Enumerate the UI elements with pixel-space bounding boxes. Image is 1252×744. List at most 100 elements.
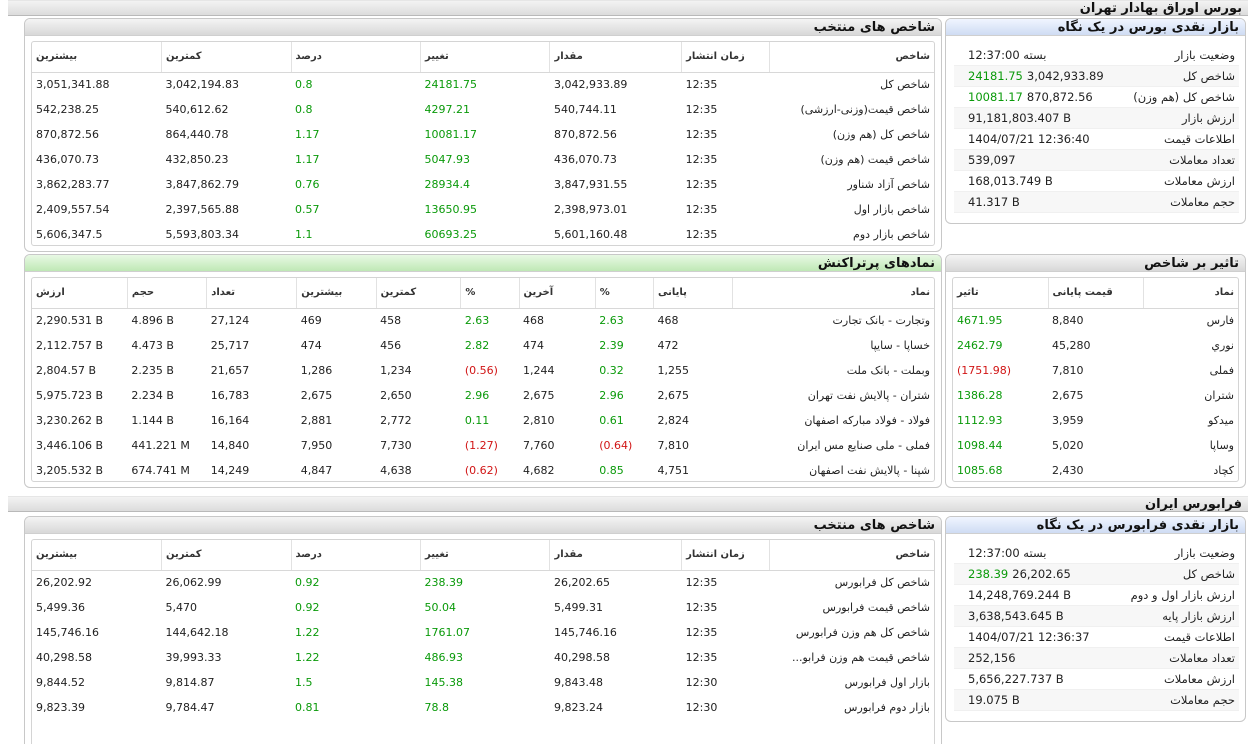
column-header[interactable]: تعداد	[206, 278, 297, 309]
cell-impact: 1112.93	[957, 414, 1003, 427]
column-header[interactable]: نماد	[1142, 278, 1238, 309]
column-header[interactable]: زمان انتشار	[681, 540, 770, 571]
cell-close: 2,675	[657, 389, 689, 402]
column-header[interactable]: بیشترین	[296, 278, 377, 309]
cell-volume: 4.473 B	[131, 339, 174, 352]
column-header[interactable]: زمان انتشار	[681, 42, 770, 73]
column-header[interactable]: کمترین	[161, 540, 292, 571]
table-row[interactable]: شتران - پالایش نفت تهران 2,675 2.96 2,675 2.…	[32, 383, 934, 408]
table-row[interactable]: بازار اول فرابورس 12:30 9,843.48 145.38 1.5 9…	[32, 670, 934, 695]
column-header[interactable]: بیشترین	[32, 42, 162, 73]
table-row[interactable]: بازار دوم فرابورس 12:30 9,823.24 78.8 0.81 9,…	[32, 695, 934, 720]
column-header[interactable]: %	[460, 278, 520, 309]
column-header[interactable]: حجم	[126, 278, 207, 309]
table-row[interactable]: شاخص بازار اول 12:35 2,398,973.01 13650.95 0…	[32, 197, 934, 222]
column-header[interactable]: %	[594, 278, 654, 309]
column-header[interactable]: ارزش	[32, 278, 128, 309]
table-row[interactable]: فملی - ملی صنایع مس ایران 7,810 (0.64) 7,76…	[32, 433, 934, 458]
fara-selected-indices-table: شاخص زمان انتشار مقدار تغییر درصد کمترین بیشتر…	[32, 540, 934, 720]
snapshot-value-text: 168,013.749 B	[968, 174, 1053, 188]
cell-volume: 2.235 B	[131, 364, 174, 377]
cell-time: 12:35	[685, 128, 718, 141]
cell-count: 14,840	[210, 439, 250, 452]
cell-change: 28934.4	[424, 178, 470, 191]
column-header[interactable]: پایانی	[652, 278, 733, 309]
column-header[interactable]: کمترین	[161, 42, 292, 73]
snapshot-value-text: 870,872.56	[1026, 90, 1093, 104]
cell-low: 3,847,862.79	[165, 178, 240, 191]
column-header[interactable]: قیمت پایانی	[1047, 278, 1143, 309]
table-row[interactable]: شاخص قیمت (هم وزن) 12:35 436,070.73 5047.93…	[32, 147, 934, 172]
table-row[interactable]: شاخص کل 12:35 3,042,933.89 24181.75 0.8 3,042…	[32, 72, 934, 97]
snapshot-row: شاخص کل 238.39 26,202.65	[954, 564, 1239, 585]
table-row[interactable]: نوري 45,280 2462.79	[953, 333, 1238, 358]
table-row[interactable]: شاخص قیمت هم وزن فرابو... 12:35 40,298.58 4…	[32, 645, 934, 670]
column-header[interactable]: مقدار	[549, 540, 682, 571]
table-row[interactable]: شتران 2,675 1386.28	[953, 383, 1238, 408]
table-row[interactable]: وساپا 5,020 1098.44	[953, 433, 1238, 458]
cell-close_pct: 2.63	[599, 314, 624, 328]
cell-close: 472	[657, 339, 679, 352]
column-header[interactable]: نماد	[732, 278, 934, 309]
cell-value: 3,446.106 B	[36, 439, 104, 452]
column-header[interactable]: شاخص	[768, 42, 934, 73]
cell-name: وتجارت - بانک تجارت	[832, 314, 930, 328]
cell-name: نوري	[1211, 339, 1234, 352]
table-row[interactable]: فولاد - فولاد مباركه اصفهان 2,824 0.61 2,81…	[32, 408, 934, 433]
column-header[interactable]: تغییر	[419, 540, 550, 571]
cell-impact: 1098.44	[957, 439, 1003, 452]
column-header[interactable]: درصد	[290, 42, 421, 73]
table-row[interactable]: فملی 7,810 (1751.98)	[953, 358, 1238, 383]
table-row[interactable]: شپنا - پالایش نفت اصفهان 4,751 0.85 4,682 (0…	[32, 458, 934, 483]
table-row[interactable]: فارس 8,840 4671.95	[953, 308, 1238, 333]
table-row[interactable]: شاخص بازار دوم 12:35 5,601,160.48 60693.25 1…	[32, 222, 934, 247]
cell-percent: 1.22	[295, 651, 320, 664]
table-row[interactable]: وتجارت - بانک تجارت 468 2.63 468 2.63 458 469 2…	[32, 308, 934, 333]
snapshot-value-text: بسته 12:37:00	[968, 48, 1047, 62]
cell-time: 12:35	[685, 626, 718, 639]
column-header[interactable]: آخرین	[518, 278, 596, 309]
column-header[interactable]: تغییر	[419, 42, 550, 73]
cell-name: شاخص قیمت هم وزن فرابو...	[791, 651, 930, 664]
snapshot-row: حجم معاملات 41.317 B	[954, 192, 1239, 213]
column-header[interactable]: شاخص	[768, 540, 934, 571]
cell-close: 4,751	[657, 464, 689, 477]
cell-time: 12:35	[685, 576, 718, 590]
snapshot-value-text: 19.075 B	[968, 693, 1020, 707]
cell-change: 60693.25	[424, 228, 477, 241]
cell-high: 2,409,557.54	[36, 203, 110, 216]
cell-volume: 441.221 M	[131, 439, 190, 452]
table-row[interactable]: شاخص کل هم وزن فرابورس 12:35 145,746.16 176…	[32, 620, 934, 645]
cell-name: شاخص کل فرابورس	[834, 576, 930, 590]
cell-low: 2,650	[380, 389, 412, 402]
table-row[interactable]: شاخص قیمت(وزنی-ارزشی) 12:35 540,744.11 4297…	[32, 97, 934, 122]
cell-count: 27,124	[210, 314, 250, 328]
column-header[interactable]: مقدار	[549, 42, 682, 73]
top-symbols-table-box: نماد پایانی% آخرین% کمترین بیشترین تعداد حجم ار…	[31, 277, 935, 482]
table-row[interactable]: خساپا - سایپا 472 2.39 474 2.82 456 474 25,717 4…	[32, 333, 934, 358]
column-header[interactable]: درصد	[290, 540, 421, 571]
snapshot-row: اطلاعات قیمت 1404/07/21 12:36:37	[954, 627, 1239, 648]
cell-count: 16,164	[210, 414, 250, 427]
table-row[interactable]: شاخص کل فرابورس 12:35 26,202.65 238.39 0.92 2…	[32, 570, 934, 595]
snapshot-label: حجم معاملات	[1170, 195, 1235, 209]
cell-high: 4,847	[300, 464, 333, 477]
table-row[interactable]: شاخص قیمت فرابورس 12:35 5,499.31 50.04 0.92 5…	[32, 595, 934, 620]
table-row[interactable]: ميدكو 3,959 1112.93	[953, 408, 1238, 433]
cell-low: 540,612.62	[165, 103, 229, 116]
table-row[interactable]: كچاد 2,430 1085.68	[953, 458, 1238, 483]
snapshot-label: وضعیت بازار	[1174, 546, 1235, 560]
table-row[interactable]: شاخص کل (هم وزن) 12:35 870,872.56 10081.17 1…	[32, 122, 934, 147]
column-header[interactable]: کمترین	[375, 278, 461, 309]
cell-name: فملی	[1209, 364, 1234, 377]
cell-high: 9,823.39	[36, 701, 85, 714]
cell-low: 458	[380, 314, 402, 328]
snapshot-value-text: 41.317 B	[968, 195, 1020, 209]
column-header[interactable]: بیشترین	[32, 540, 162, 571]
cell-name: ميدكو	[1208, 414, 1234, 427]
table-row[interactable]: شاخص آزاد شناور 12:35 3,847,931.55 28934.4 0…	[32, 172, 934, 197]
table-row[interactable]: وبملت - بانک ملت 1,255 0.32 1,244 (0.56) 1,23…	[32, 358, 934, 383]
column-header[interactable]: تاثیر	[953, 278, 1048, 309]
cell-percent: 0.8	[295, 103, 313, 116]
snapshot-value: 168,013.749 B	[954, 174, 1111, 188]
